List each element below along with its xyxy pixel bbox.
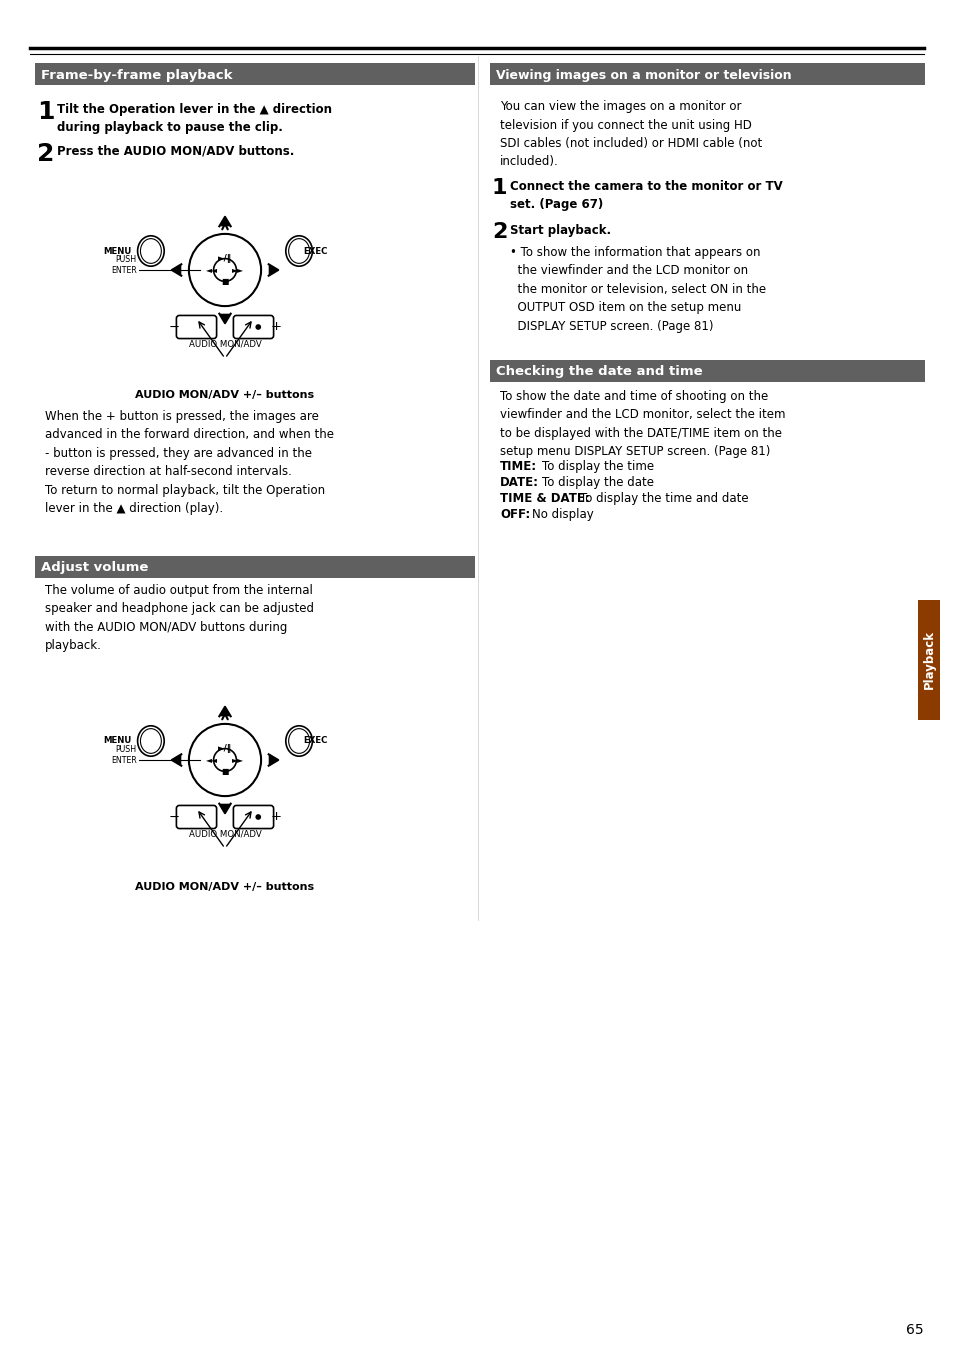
Text: −: − [168, 321, 179, 333]
Text: MENU: MENU [104, 246, 132, 256]
Polygon shape [219, 314, 231, 324]
FancyBboxPatch shape [35, 556, 475, 578]
FancyBboxPatch shape [917, 600, 939, 720]
FancyBboxPatch shape [490, 360, 924, 382]
Text: ■: ■ [221, 278, 229, 286]
Text: Frame-by-frame playback: Frame-by-frame playback [41, 69, 233, 81]
Text: PUSH
ENTER: PUSH ENTER [111, 745, 136, 765]
Polygon shape [219, 804, 231, 814]
Text: DATE:: DATE: [499, 477, 538, 489]
Text: Connect the camera to the monitor or TV
set. (Page 67): Connect the camera to the monitor or TV … [510, 180, 781, 211]
Text: ◄◄: ◄◄ [206, 756, 217, 765]
Text: ►►: ►► [233, 265, 244, 275]
Text: AUDIO MON/ADV +/– buttons: AUDIO MON/ADV +/– buttons [135, 390, 314, 399]
Text: Press the AUDIO MON/ADV buttons.: Press the AUDIO MON/ADV buttons. [57, 145, 294, 158]
Text: 1: 1 [492, 177, 507, 198]
Text: EXEC: EXEC [303, 737, 327, 746]
Text: TIME & DATE:: TIME & DATE: [499, 492, 589, 505]
Text: Start playback.: Start playback. [510, 223, 611, 237]
Text: 1: 1 [37, 100, 54, 125]
Text: −: − [168, 811, 179, 823]
Text: ■: ■ [221, 766, 229, 776]
Text: 65: 65 [905, 1323, 923, 1336]
Text: AUDIO MON/ADV: AUDIO MON/ADV [189, 830, 261, 838]
Text: To show the date and time of shooting on the
viewfinder and the LCD monitor, sel: To show the date and time of shooting on… [499, 390, 784, 459]
Text: 2: 2 [37, 142, 54, 167]
Text: AUDIO MON/ADV: AUDIO MON/ADV [189, 340, 261, 348]
Text: ►/‖: ►/‖ [217, 745, 232, 753]
Text: MENU: MENU [104, 737, 132, 746]
Polygon shape [269, 754, 278, 766]
Text: TIME:: TIME: [499, 460, 537, 473]
Polygon shape [172, 754, 181, 766]
Text: PUSH
ENTER: PUSH ENTER [111, 255, 136, 275]
Text: Playback: Playback [922, 631, 935, 689]
Text: +: + [271, 811, 281, 823]
Text: Tilt the Operation lever in the ▲ direction
during playback to pause the clip.: Tilt the Operation lever in the ▲ direct… [57, 103, 332, 134]
Text: • To show the information that appears on
  the viewfinder and the LCD monitor o: • To show the information that appears o… [510, 246, 765, 333]
Polygon shape [219, 707, 231, 716]
Circle shape [255, 814, 261, 821]
Polygon shape [219, 217, 231, 226]
Text: ◄◄: ◄◄ [206, 265, 217, 275]
Text: The volume of audio output from the internal
speaker and headphone jack can be a: The volume of audio output from the inte… [45, 584, 314, 653]
Polygon shape [172, 264, 181, 276]
Text: ►►: ►► [233, 756, 244, 765]
Text: AUDIO MON/ADV +/– buttons: AUDIO MON/ADV +/– buttons [135, 881, 314, 892]
Circle shape [255, 324, 261, 330]
Text: When the + button is pressed, the images are
advanced in the forward direction, : When the + button is pressed, the images… [45, 410, 334, 516]
Text: You can view the images on a monitor or
television if you connect the unit using: You can view the images on a monitor or … [499, 100, 761, 168]
FancyBboxPatch shape [35, 64, 475, 85]
Text: Adjust volume: Adjust volume [41, 562, 149, 574]
Text: Viewing images on a monitor or television: Viewing images on a monitor or televisio… [496, 69, 791, 81]
Text: To display the time: To display the time [541, 460, 654, 473]
Text: 2: 2 [492, 222, 507, 242]
Text: Checking the date and time: Checking the date and time [496, 366, 702, 379]
Polygon shape [269, 264, 278, 276]
Text: OFF:: OFF: [499, 508, 530, 521]
Text: EXEC: EXEC [303, 246, 327, 256]
Text: +: + [271, 321, 281, 333]
Text: No display: No display [532, 508, 593, 521]
Text: ►/‖: ►/‖ [217, 255, 232, 263]
FancyBboxPatch shape [490, 64, 924, 85]
Text: To display the time and date: To display the time and date [579, 492, 748, 505]
Text: To display the date: To display the date [541, 477, 654, 489]
